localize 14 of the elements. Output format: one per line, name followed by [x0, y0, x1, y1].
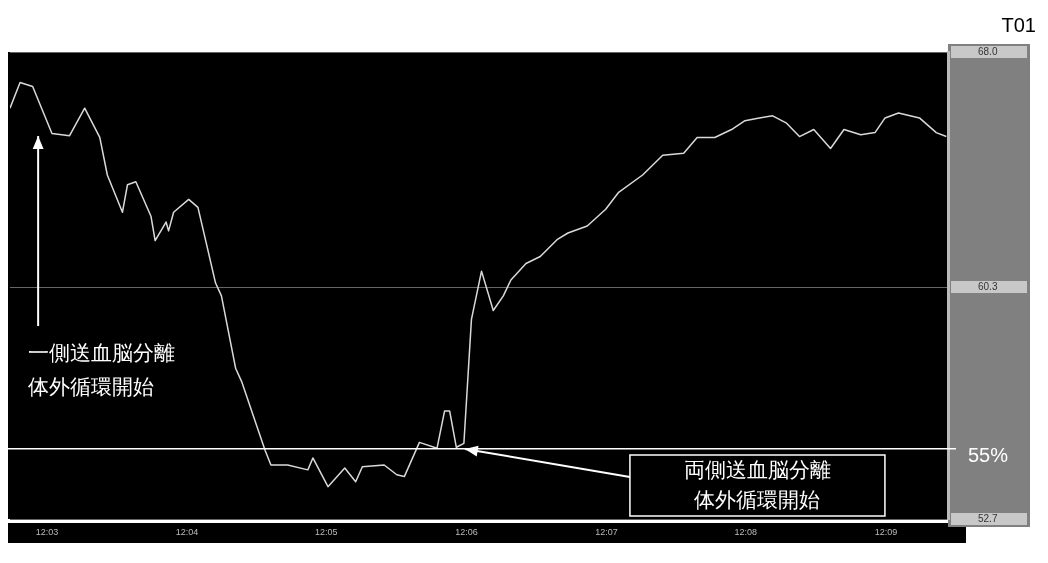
x-tick-label: 12:05: [315, 526, 338, 537]
ref-line-label: 55%: [968, 444, 1009, 467]
x-tick-label: 12:04: [175, 526, 199, 537]
x-tick-label: 12:07: [595, 526, 618, 537]
y-tick-label: 52.7: [978, 512, 998, 524]
y-tick-label: 68.0: [978, 45, 998, 57]
x-tick-label: 12:09: [874, 526, 898, 537]
annotation: 両側送血脳分離体外循環開始: [683, 458, 831, 513]
annotation: 一側送血脳分離体外循環開始: [28, 340, 176, 399]
y-tick-label: 60.3: [978, 280, 998, 292]
text: T01: [1001, 13, 1036, 36]
x-tick-label: 12:08: [734, 526, 758, 537]
x-tick-label: 12:06: [455, 526, 478, 537]
x-tick-label: 12:03: [35, 526, 59, 537]
